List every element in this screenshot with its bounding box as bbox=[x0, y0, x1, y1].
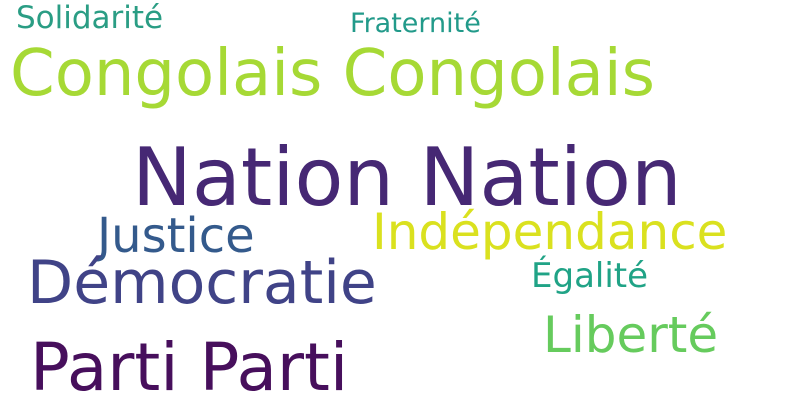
word-liberte: Liberté bbox=[543, 306, 719, 364]
word-solidarite: Solidarité bbox=[16, 0, 164, 36]
word-fraternite: Fraternité bbox=[350, 8, 481, 39]
word-congolais: Congolais Congolais bbox=[10, 37, 655, 111]
word-egalite: Égalité bbox=[531, 256, 649, 296]
word-democratie: Démocratie bbox=[27, 248, 377, 318]
word-independance: Indépendance bbox=[372, 203, 728, 261]
word-justice: Justice bbox=[97, 208, 255, 264]
word-parti: Parti Parti bbox=[30, 329, 349, 406]
word-nation: Nation Nation bbox=[132, 131, 682, 224]
